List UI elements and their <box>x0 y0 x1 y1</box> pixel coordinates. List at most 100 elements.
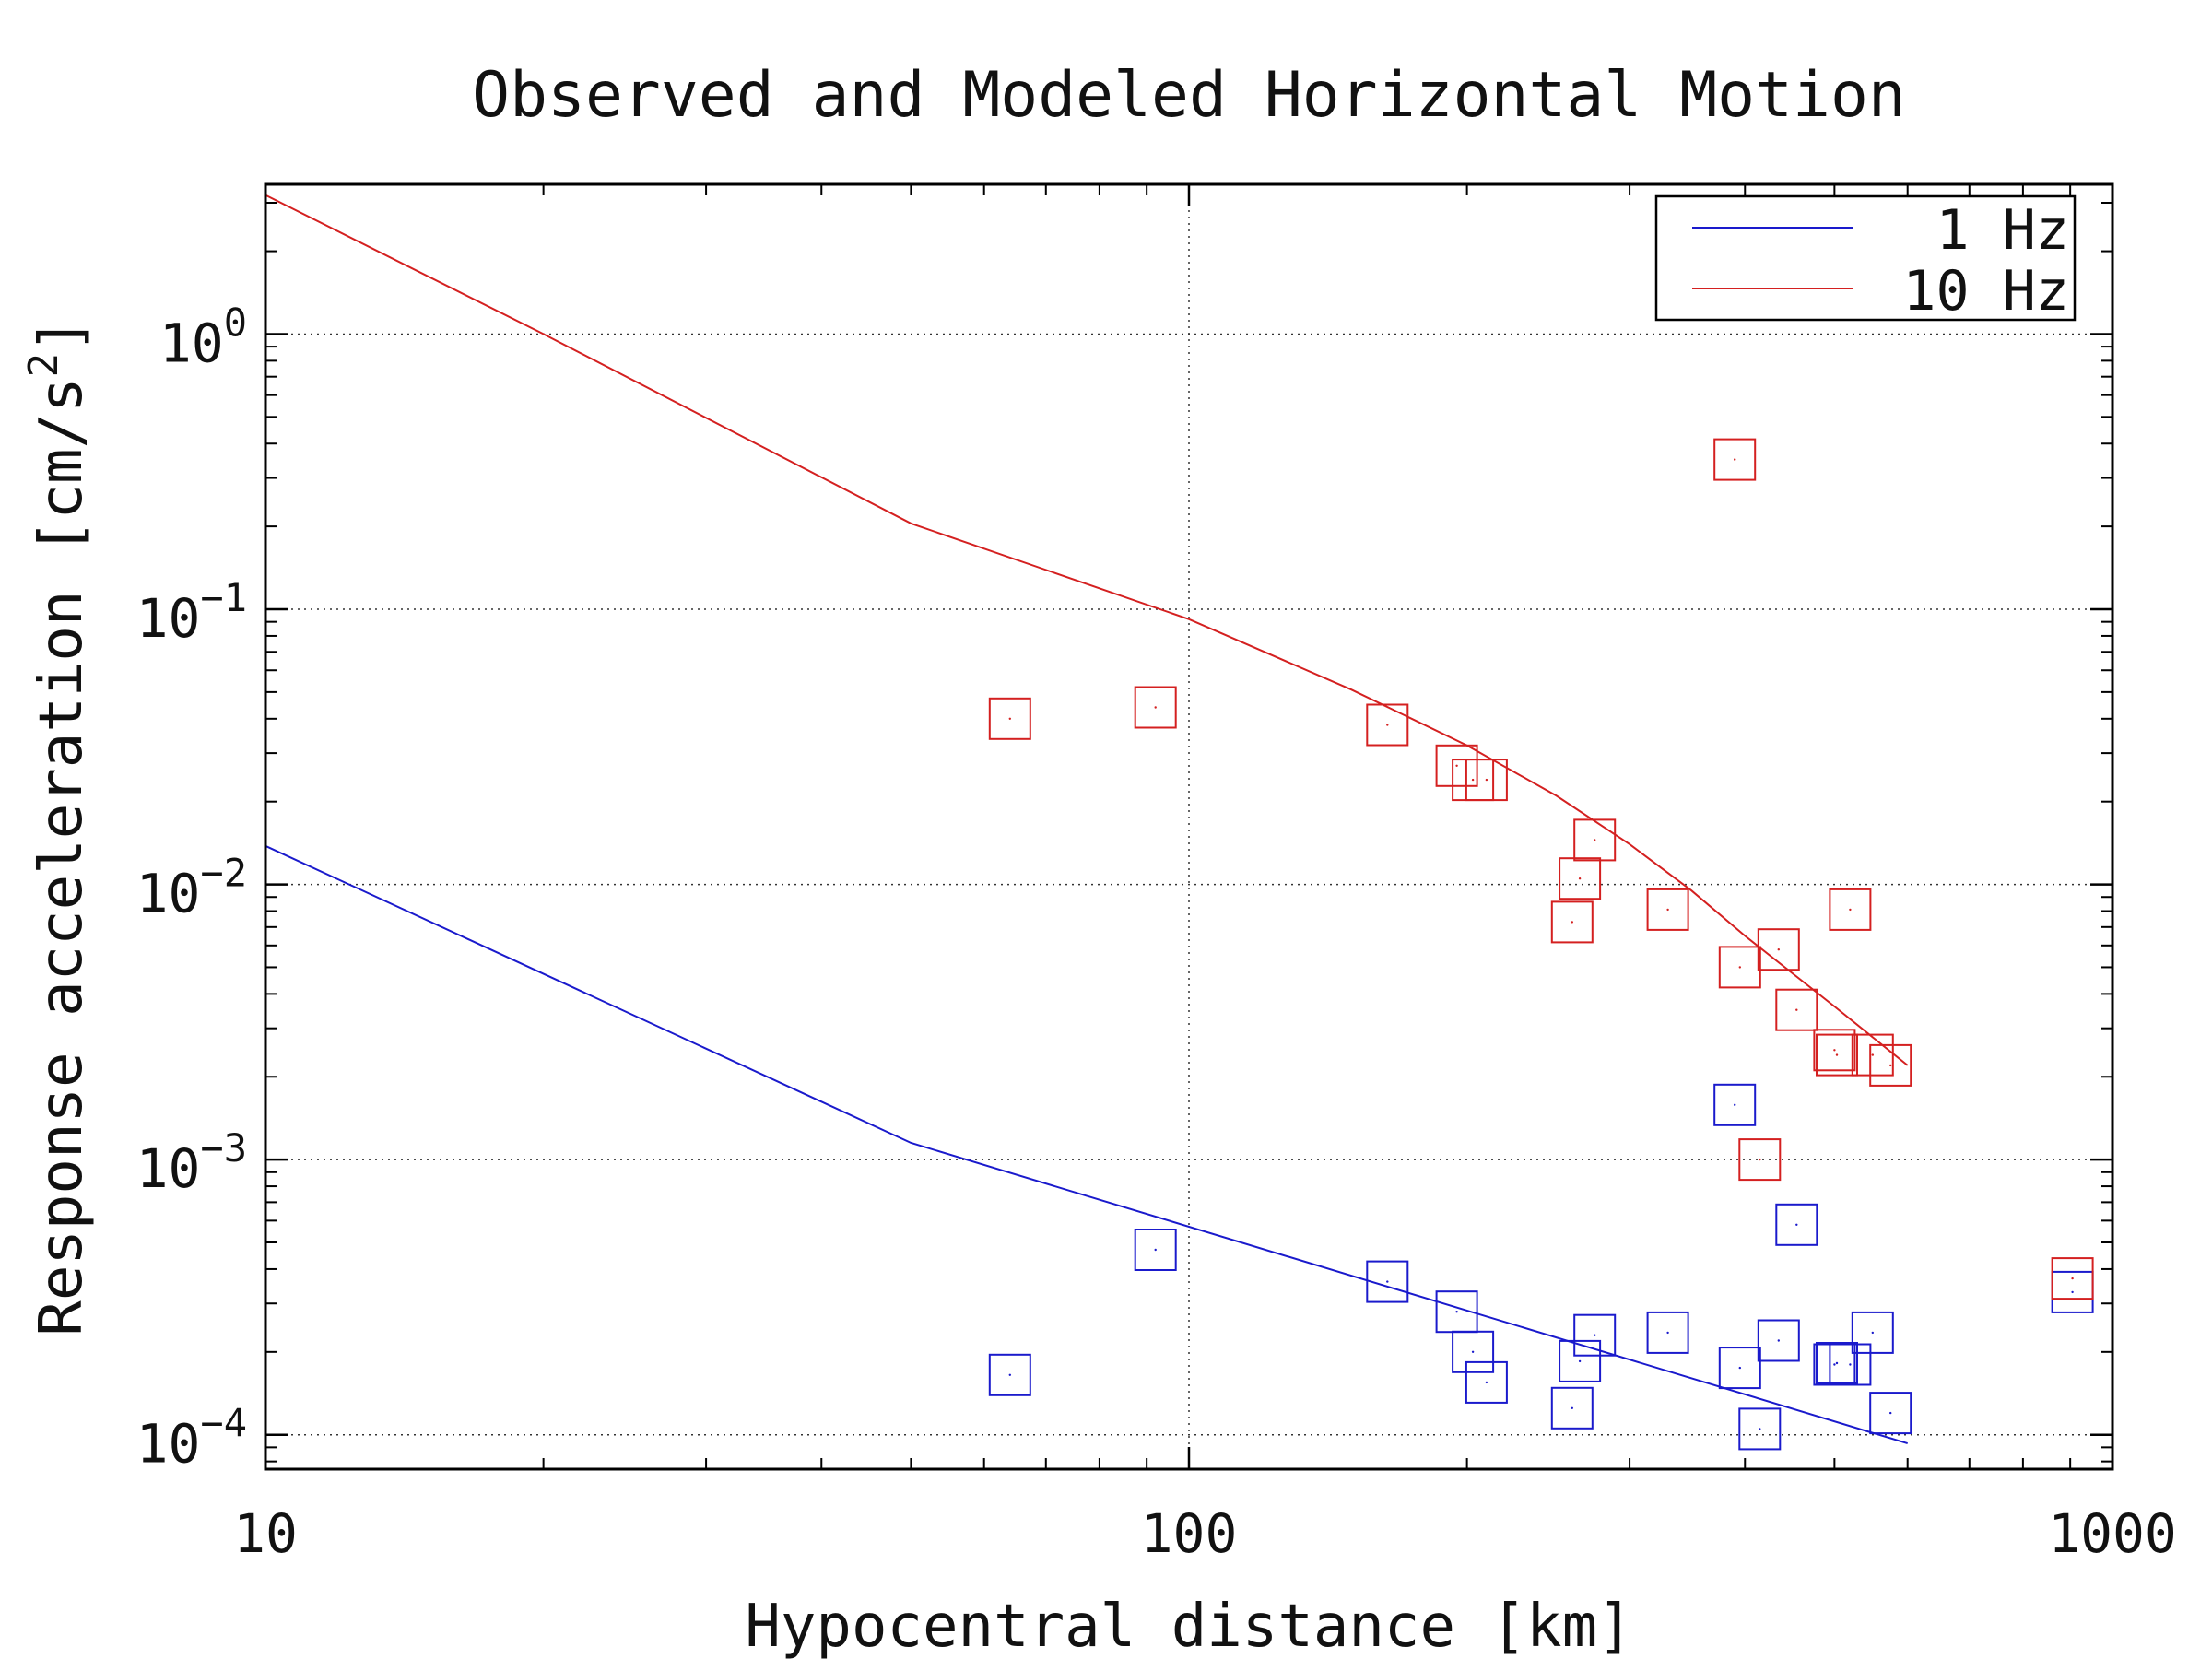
observed-point-1hz <box>1465 1360 1508 1404</box>
observed-point-10hz <box>1775 988 1818 1031</box>
observed-point-1hz <box>1757 1319 1800 1362</box>
y-tick-label-base: 10 <box>136 587 201 650</box>
grid-lines <box>265 184 2112 1469</box>
observed-point-center-10hz <box>1154 706 1157 709</box>
observed-point-center-1hz <box>1571 1406 1574 1410</box>
observed-point-center-10hz <box>1485 778 1488 782</box>
model-line-10hz <box>265 194 1909 1066</box>
legend-label-10hz: 10 Hz <box>1902 259 2069 324</box>
legend-box <box>1654 194 2077 322</box>
observed-point-center-1hz <box>1833 1363 1836 1366</box>
observed-point-center-10hz <box>1578 877 1582 880</box>
observed-point-center-1hz <box>1386 1280 1389 1283</box>
observed-point-center-10hz <box>1455 764 1458 767</box>
observed-point-center-1hz <box>1734 1103 1736 1107</box>
axis-ticks <box>264 184 2112 1469</box>
observed-point-center-1hz <box>1777 1339 1781 1342</box>
observed-point-1hz <box>1573 1313 1617 1357</box>
observed-point-center-1hz <box>1666 1331 1669 1335</box>
observed-point-1hz <box>1646 1311 1689 1354</box>
observed-point-1hz <box>1816 1342 1858 1384</box>
legend: 1 Hz 10 Hz <box>1654 194 2077 324</box>
observed-point-10hz <box>1573 818 1617 862</box>
observed-point-center-10hz <box>2071 1277 2074 1280</box>
observed-point-10hz <box>1646 888 1689 931</box>
y-tick-label-base: 10 <box>136 1413 201 1476</box>
series-layer <box>265 194 2094 1451</box>
x-tick-label: 10 <box>233 1502 298 1565</box>
observed-point-1hz <box>1452 1330 1495 1373</box>
observed-point-center-1hz <box>1471 1350 1475 1354</box>
observed-point-1hz <box>1559 1339 1602 1382</box>
observed-point-10hz <box>1829 888 1872 931</box>
y-tick-label-base: 10 <box>159 312 224 374</box>
observed-point-1hz <box>988 1353 1031 1396</box>
y-tick-label: 100 <box>159 300 247 374</box>
y-tick-label-exponent: −4 <box>200 1401 247 1446</box>
observed-point-center-10hz <box>1008 717 1012 720</box>
y-tick-label: 10−4 <box>136 1401 247 1476</box>
observed-point-center-1hz <box>1008 1373 1012 1377</box>
y-tick-label: 10−2 <box>136 851 247 925</box>
observed-point-10hz <box>988 697 1031 740</box>
observed-point-center-1hz <box>2071 1290 2074 1294</box>
observed-point-center-1hz <box>1738 1366 1742 1370</box>
observed-point-center-10hz <box>1738 966 1742 969</box>
observed-point-center-10hz <box>1889 1064 1892 1067</box>
observed-point-10hz <box>1713 438 1757 481</box>
observed-point-center-10hz <box>1571 921 1574 924</box>
observed-point-1hz <box>1718 1347 1761 1390</box>
x-tick-label: 100 <box>1141 1502 1238 1565</box>
observed-point-center-1hz <box>1154 1248 1157 1252</box>
y-tick-label-exponent: −3 <box>200 1125 247 1171</box>
x-axis-label: Hypocentral distance [km] <box>745 1593 1632 1659</box>
observed-point-10hz <box>1366 703 1409 747</box>
observed-point-1hz <box>1738 1407 1782 1451</box>
observed-point-1hz <box>1713 1083 1757 1126</box>
y-tick-label-exponent: −2 <box>200 851 247 896</box>
observed-point-center-1hz <box>1849 1363 1852 1366</box>
observed-point-center-10hz <box>1386 724 1389 726</box>
observed-point-1hz <box>1366 1260 1409 1303</box>
observed-point-10hz <box>1869 1043 1912 1087</box>
observed-point-center-10hz <box>1594 839 1596 841</box>
model-line-1hz <box>265 844 1908 1445</box>
observed-point-center-10hz <box>1871 1053 1875 1056</box>
observed-point-center-10hz <box>1849 908 1852 912</box>
observed-point-center-1hz <box>1889 1411 1892 1415</box>
observed-point-center-1hz <box>1594 1334 1596 1336</box>
observed-point-center-1hz <box>1871 1331 1875 1335</box>
observed-point-10hz <box>1738 1138 1782 1182</box>
chart-title: Observed and Modeled Horizontal Motion <box>472 59 1906 132</box>
observed-point-10hz <box>1435 744 1478 787</box>
observed-point-center-1hz <box>1578 1359 1582 1363</box>
observed-point-10hz <box>2051 1257 2094 1300</box>
observed-point-center-10hz <box>1471 778 1475 782</box>
y-axis-label-superscript: 2 <box>20 353 67 378</box>
observed-point-10hz <box>1559 857 1602 900</box>
observed-point-center-1hz <box>1485 1381 1488 1384</box>
x-tick-label: 1000 <box>2048 1502 2177 1565</box>
observed-point-10hz <box>1550 900 1594 944</box>
observed-point-center-10hz <box>1795 1008 1798 1011</box>
y-tick-label: 10−3 <box>136 1125 247 1200</box>
y-tick-label: 10−1 <box>136 575 247 650</box>
observed-point-10hz <box>1851 1033 1894 1077</box>
observed-point-center-10hz <box>1777 948 1781 951</box>
observed-point-center-1hz <box>1759 1428 1761 1430</box>
observed-point-center-10hz <box>1835 1053 1839 1056</box>
observed-point-10hz <box>1465 759 1508 802</box>
y-tick-label-exponent: 0 <box>224 300 247 345</box>
observed-point-1hz <box>1851 1311 1894 1354</box>
legend-label-1hz: 1 Hz <box>1936 198 2070 263</box>
observed-point-10hz <box>1718 946 1761 989</box>
y-tick-label-base: 10 <box>136 1137 201 1200</box>
observed-point-1hz <box>1829 1343 1872 1386</box>
observed-point-10hz <box>1134 686 1177 729</box>
y-tick-label-exponent: −1 <box>200 575 247 620</box>
observed-point-center-10hz <box>1666 908 1669 912</box>
observed-point-center-10hz <box>1734 458 1736 461</box>
y-axis-label: Response acceleration [cm/s2] <box>20 317 96 1335</box>
